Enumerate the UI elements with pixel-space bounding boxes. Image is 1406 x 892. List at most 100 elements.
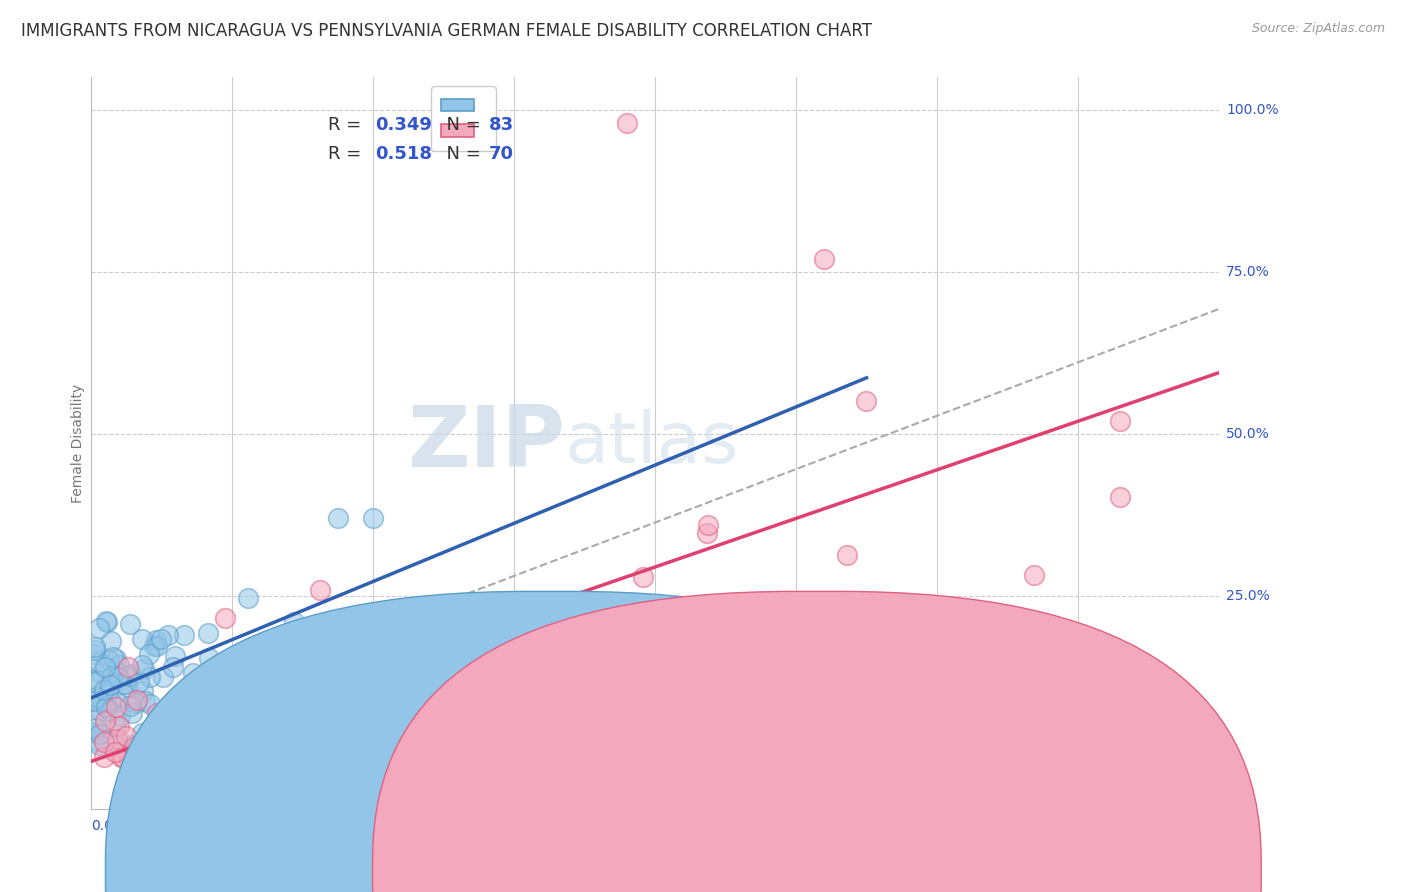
Point — [162, 698, 184, 712]
Point — [134, 694, 156, 708]
Legend: , : , — [430, 87, 496, 152]
Point — [152, 670, 174, 684]
Point — [405, 730, 427, 744]
Point — [835, 548, 858, 562]
Point — [97, 684, 120, 698]
Point — [104, 738, 127, 752]
Point — [98, 653, 121, 667]
Point — [274, 667, 297, 681]
Point — [186, 738, 208, 752]
Point — [384, 698, 406, 712]
Text: Source: ZipAtlas.com: Source: ZipAtlas.com — [1251, 22, 1385, 36]
Text: 0.518: 0.518 — [375, 145, 432, 163]
Point — [207, 750, 229, 764]
Point — [301, 624, 323, 638]
Point — [129, 750, 152, 764]
Point — [195, 720, 218, 734]
Text: IMMIGRANTS FROM NICARAGUA VS PENNSYLVANIA GERMAN FEMALE DISABILITY CORRELATION C: IMMIGRANTS FROM NICARAGUA VS PENNSYLVANI… — [21, 22, 872, 40]
Point — [271, 656, 294, 670]
Point — [89, 704, 111, 718]
Point — [134, 662, 156, 676]
Point — [132, 684, 155, 698]
Point — [283, 615, 305, 629]
Point — [200, 750, 222, 764]
Point — [108, 658, 131, 673]
Point — [107, 719, 129, 733]
Point — [93, 683, 115, 698]
Point — [128, 738, 150, 752]
Point — [131, 747, 153, 762]
Point — [212, 718, 235, 732]
Point — [494, 646, 516, 660]
Point — [111, 750, 134, 764]
Point — [308, 699, 330, 714]
Point — [86, 673, 108, 687]
Point — [125, 693, 148, 707]
Text: 100.0%: 100.0% — [1226, 103, 1279, 117]
Point — [508, 658, 530, 673]
Point — [146, 715, 169, 730]
Point — [225, 648, 247, 662]
Point — [84, 711, 107, 725]
Point — [87, 655, 110, 669]
Point — [149, 750, 172, 764]
Point — [94, 660, 117, 674]
Point — [104, 694, 127, 708]
Point — [173, 750, 195, 764]
Point — [163, 648, 186, 663]
Point — [96, 614, 118, 628]
Point — [84, 721, 107, 735]
Point — [335, 678, 357, 692]
Point — [163, 750, 186, 764]
Text: 25.0%: 25.0% — [1226, 589, 1270, 603]
Point — [101, 669, 124, 683]
Point — [104, 745, 127, 759]
Point — [83, 726, 105, 740]
Point — [240, 640, 263, 654]
Point — [107, 665, 129, 680]
Point — [118, 617, 141, 632]
Point — [100, 633, 122, 648]
Point — [225, 676, 247, 690]
Point — [318, 671, 340, 685]
Point — [263, 679, 285, 693]
Point — [117, 750, 139, 764]
Point — [105, 652, 128, 666]
Point — [173, 737, 195, 751]
Point — [104, 719, 127, 733]
Point — [813, 252, 835, 266]
Point — [233, 679, 256, 693]
Point — [190, 718, 212, 732]
Point — [616, 116, 638, 130]
Point — [138, 648, 160, 662]
Point — [460, 673, 482, 687]
Point — [120, 750, 142, 764]
Point — [122, 740, 145, 755]
Point — [214, 611, 236, 625]
Point — [167, 721, 190, 735]
Point — [87, 621, 110, 635]
Point — [1109, 491, 1132, 505]
Point — [84, 643, 107, 657]
Text: 50.0%: 50.0% — [1226, 426, 1270, 441]
Point — [114, 677, 136, 691]
Point — [96, 615, 118, 630]
Point — [697, 517, 720, 532]
Text: 0.349: 0.349 — [375, 116, 432, 134]
Point — [90, 692, 112, 706]
Point — [304, 742, 326, 756]
Point — [93, 734, 115, 748]
Point — [125, 741, 148, 756]
Point — [111, 677, 134, 691]
Point — [94, 714, 117, 728]
Point — [131, 658, 153, 673]
Point — [83, 674, 105, 689]
Text: Immigrants from Nicaragua: Immigrants from Nicaragua — [591, 863, 801, 877]
Point — [506, 685, 529, 699]
Point — [146, 706, 169, 720]
Point — [610, 665, 633, 679]
Point — [131, 726, 153, 740]
Point — [181, 666, 204, 681]
Point — [259, 750, 281, 764]
Point — [121, 706, 143, 720]
